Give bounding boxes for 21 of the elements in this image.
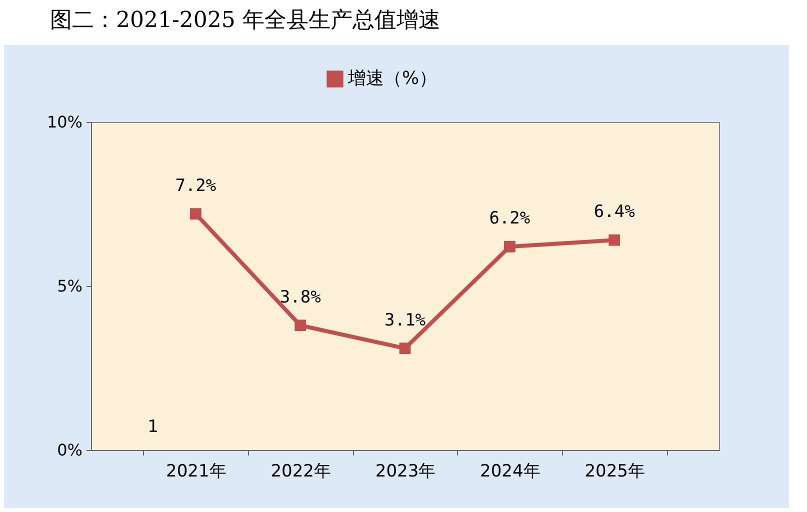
y-tick-label: 5% — [57, 276, 82, 296]
data-label: 7.2% — [175, 176, 216, 196]
x-tick-label: 2023年 — [375, 462, 436, 482]
y-tick-label: 10% — [46, 112, 82, 132]
legend-label: 增速（%） — [347, 68, 438, 89]
x-tick-label: 2021年 — [166, 462, 226, 482]
x-tick-label: 2024年 — [480, 462, 540, 482]
point — [399, 342, 411, 354]
data-label: 6.2% — [489, 208, 530, 229]
data-label: 6.4% — [594, 202, 635, 222]
chart-title: 图二：2021-2025 年全县生产总值增速 — [49, 7, 442, 35]
point — [294, 320, 306, 332]
x-tick-label: 2022年 — [270, 462, 331, 482]
annotation: 1 — [148, 417, 158, 437]
data-label: 3.8% — [280, 287, 321, 308]
point — [504, 240, 516, 252]
point — [608, 234, 620, 246]
y-tick-label: 0% — [57, 440, 82, 460]
x-tick-label: 2025年 — [584, 462, 645, 482]
data-label: 3.1% — [384, 310, 426, 330]
point — [190, 208, 202, 220]
